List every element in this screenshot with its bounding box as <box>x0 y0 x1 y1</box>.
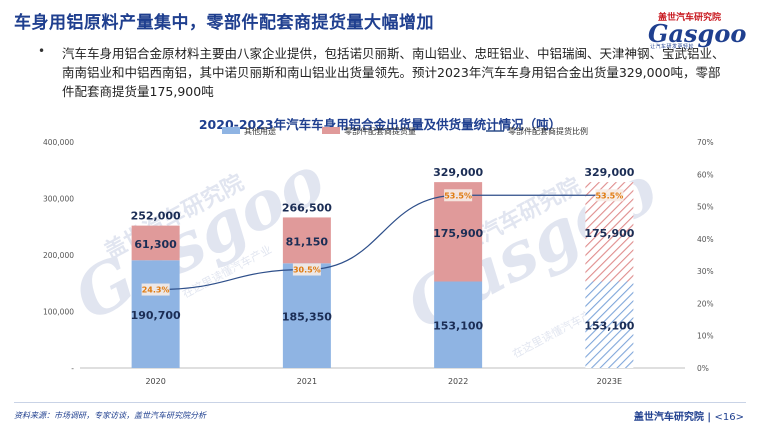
y-right-tick-label: 10% <box>697 332 714 341</box>
legend-swatch-other-use <box>222 127 240 134</box>
data-label-supplier-pickup: 61,300 <box>134 238 177 251</box>
y-right-tick-label: 30% <box>697 267 714 276</box>
footer-brand-name: 盖世汽车研究院 <box>633 412 704 423</box>
page-number: <16> <box>714 412 744 423</box>
brand-logo: 盖世汽车研究院 Gasgoo 让汽车研发更轻松 <box>636 10 747 50</box>
legend-label-other-use: 其他用途 <box>244 126 276 136</box>
data-label-supplier-pickup: 175,900 <box>584 227 634 240</box>
data-label-total: 252,000 <box>131 210 181 223</box>
y-left-tick-label: - <box>71 364 74 373</box>
y-right-tick-label: 60% <box>697 170 714 179</box>
ratio-label: 30.5% <box>293 266 321 275</box>
y-right-tick-label: 70% <box>697 138 714 147</box>
bar-supplier-pickup <box>282 217 331 264</box>
y-right-tick-label: 50% <box>697 203 714 212</box>
data-label-supplier-pickup: 175,900 <box>433 227 483 240</box>
ratio-label-box <box>444 189 473 202</box>
footer-brand: 盖世汽车研究院 | <16> <box>633 412 744 423</box>
bullet-marker: • <box>38 44 46 58</box>
bar-other-use <box>282 263 331 368</box>
logo-subtitle: 让汽车研发更轻松 <box>650 44 695 50</box>
bar-other-use <box>585 281 634 368</box>
x-tick-label: 2020 <box>145 377 165 386</box>
summary-paragraph: 汽车车身用铝合金原材料主要由八家企业提供，包括诺贝丽斯、南山铝业、忠旺铝业、中铝… <box>62 46 725 99</box>
x-tick-label: 2021 <box>297 377 317 386</box>
ratio-label: 53.5% <box>444 191 472 200</box>
data-label-other-use: 153,100 <box>584 320 634 333</box>
logo-mark: Gasgoo <box>648 19 747 48</box>
page-title: 车身用铝原料产量集中，零部件配套商提货量大幅增加 <box>14 13 434 33</box>
x-tick-label: 2022 <box>448 377 468 386</box>
footer-divider <box>14 402 746 403</box>
logo-badge: 盖世汽车研究院 <box>658 13 722 23</box>
y-left-tick-label: 300,000 <box>43 195 74 204</box>
chart-title: 2020-2023年汽车车身用铝合金出货量及供货量统计情况（吨） <box>198 117 562 132</box>
y-right-tick-label: 40% <box>697 235 714 244</box>
y-right-tick-label: 0% <box>697 364 709 373</box>
data-label-supplier-pickup: 81,150 <box>286 235 329 248</box>
y-left-tick-label: 400,000 <box>43 138 74 147</box>
data-label-total: 329,000 <box>433 166 483 179</box>
data-label-other-use: 190,700 <box>131 309 181 322</box>
ratio-label-box <box>141 283 170 296</box>
ratio-label-box <box>292 263 321 276</box>
source-note: 资料来源：市场调研，专家访谈，盖世汽车研究院分析 <box>14 411 206 420</box>
legend-label-supplier-pickup: 零部件配套商提货量 <box>344 126 416 136</box>
legend-label-ratio: 零部件配套商提货比例 <box>508 126 588 136</box>
data-label-other-use: 185,350 <box>282 311 332 324</box>
ratio-label-box <box>595 189 624 202</box>
data-label-total: 329,000 <box>584 166 634 179</box>
y-left-tick-label: 100,000 <box>43 308 74 317</box>
data-label-other-use: 153,100 <box>433 320 483 333</box>
bar-supplier-pickup <box>131 225 180 261</box>
series-line-supplier-ratio <box>155 194 610 291</box>
y-right-tick-label: 20% <box>697 299 714 308</box>
ratio-label: 24.3% <box>142 286 170 295</box>
x-tick-label: 2023E <box>597 377 622 386</box>
bar-other-use <box>434 281 483 368</box>
ratio-label: 53.5% <box>595 191 623 200</box>
bar-other-use <box>131 260 180 368</box>
legend-swatch-supplier-pickup <box>322 127 340 134</box>
y-left-tick-label: 200,000 <box>43 251 74 260</box>
data-label-total: 266,500 <box>282 201 332 214</box>
